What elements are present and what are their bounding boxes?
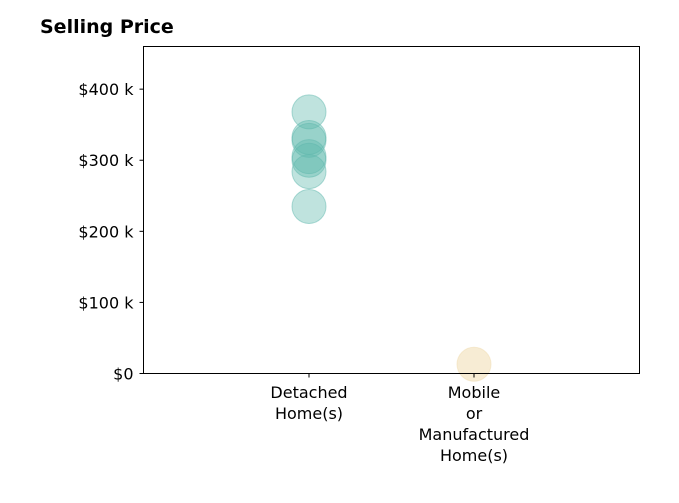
x-tick-label-0: Detached Home(s) [270,383,347,423]
chart-title: Selling Price [40,16,174,38]
y-tick-label-3: $300 k [78,151,134,170]
data-point-series-1-0 [456,346,492,382]
y-tick-label-0: $0 [113,365,133,384]
data-point-series-0-4 [291,142,327,178]
data-point-series-0-2 [291,122,327,158]
y-tick-label-2: $200 k [78,222,134,241]
x-tick-label-1: Mobile or Manufactured Home(s) [419,383,530,465]
y-tick-label-1: $100 k [78,293,134,312]
y-tick-label-4: $400 k [78,80,134,99]
data-point-series-0-6 [291,188,327,224]
data-point-series-0-5 [291,154,327,190]
plot-frame [143,46,640,374]
data-point-series-0-0 [291,94,327,130]
